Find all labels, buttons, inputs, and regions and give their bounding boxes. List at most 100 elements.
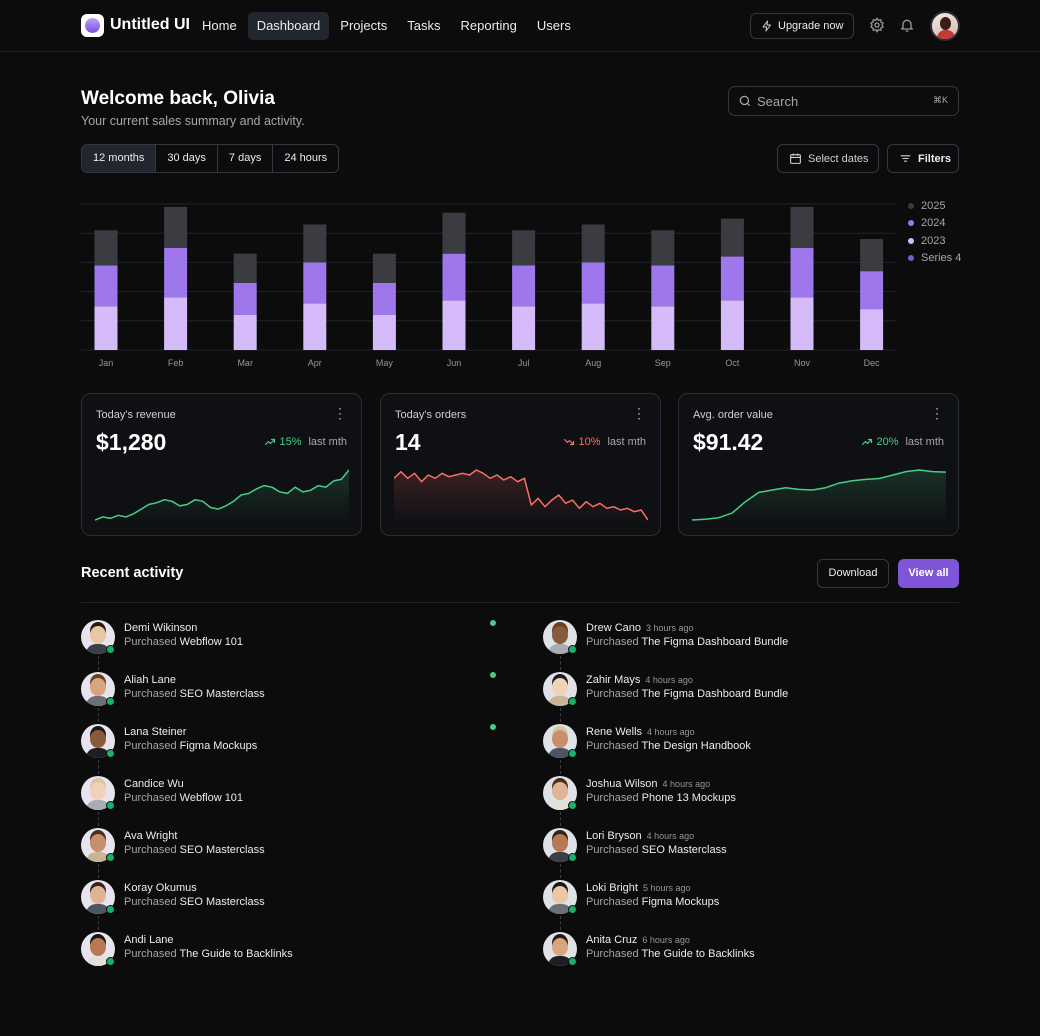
legend-item[interactable]: 2025 (908, 197, 961, 215)
activity-item-name[interactable]: The Figma Dashboard Bundle (641, 688, 789, 700)
activity-item-name[interactable]: The Guide to Backlinks (179, 948, 293, 960)
bar-segment-2025[interactable] (94, 230, 118, 266)
more-vertical-icon[interactable]: ⋮ (930, 405, 944, 421)
activity-item-name[interactable]: SEO Masterclass (179, 688, 265, 700)
bar-segment-2023[interactable] (860, 309, 884, 350)
nav-item-home[interactable]: Home (202, 18, 237, 33)
nav-item-tasks[interactable]: Tasks (407, 18, 441, 33)
bar-segment-2025[interactable] (860, 239, 884, 272)
view-all-button[interactable]: View all (898, 559, 959, 588)
bar-segment-2025[interactable] (790, 206, 814, 248)
activity-user-name[interactable]: Joshua Wilson 4 hours ago (586, 778, 710, 790)
activity-item-name[interactable]: Webflow 101 (179, 792, 244, 804)
activity-user-name[interactable]: Andi Lane (124, 934, 174, 946)
bar-segment-2023[interactable] (720, 300, 744, 350)
more-vertical-icon[interactable]: ⋮ (632, 405, 646, 421)
bar-segment-2024[interactable] (651, 265, 675, 307)
bar-segment-2024[interactable] (860, 271, 884, 310)
activity-item-name[interactable]: Phone 13 Mockups (641, 792, 736, 804)
bell-icon[interactable] (899, 17, 915, 33)
legend-item[interactable]: 2023 (908, 232, 961, 250)
activity-user-name[interactable]: Drew Cano 3 hours ago (586, 622, 694, 634)
metric-change-period: last mth (905, 436, 944, 448)
bar-segment-2025[interactable] (581, 224, 605, 263)
bar-segment-2023[interactable] (233, 314, 257, 350)
bar-segment-2023[interactable] (164, 297, 188, 350)
bar-segment-2023[interactable] (442, 300, 466, 350)
activity-user-name[interactable]: Loki Bright 5 hours ago (586, 882, 691, 894)
bar-segment-2024[interactable] (581, 262, 605, 304)
activity-user-name[interactable]: Candice Wu (124, 778, 184, 790)
activity-item-name[interactable]: SEO Masterclass (179, 896, 265, 908)
bar-segment-2024[interactable] (94, 265, 118, 307)
bar-segment-2025[interactable] (720, 218, 744, 257)
more-vertical-icon[interactable]: ⋮ (333, 405, 347, 421)
bar-segment-2025[interactable] (442, 212, 466, 254)
range-7-days[interactable]: 7 days (218, 145, 274, 172)
nav-item-users[interactable]: Users (536, 18, 571, 33)
bar-segment-2024[interactable] (512, 265, 536, 307)
activity-item-name[interactable]: The Figma Dashboard Bundle (641, 636, 789, 648)
bar-segment-2024[interactable] (720, 256, 744, 301)
select-dates-button[interactable]: Select dates (777, 144, 879, 173)
range-24-hours[interactable]: 24 hours (284, 152, 328, 164)
activity-item-name[interactable]: SEO Masterclass (641, 844, 727, 856)
activity-user-name[interactable]: Koray Okumus (124, 882, 197, 894)
filters-button[interactable]: Filters (887, 144, 959, 173)
activity-user-name[interactable]: Lori Bryson 4 hours ago (586, 830, 694, 842)
activity-user-name[interactable]: Zahir Mays 4 hours ago (586, 674, 693, 686)
bar-segment-2023[interactable] (372, 314, 396, 350)
activity-item-name[interactable]: Figma Mockups (641, 896, 720, 908)
bar-segment-2025[interactable] (651, 230, 675, 266)
nav-item-reporting[interactable]: Reporting (460, 18, 517, 33)
bar-segment-2025[interactable] (372, 253, 396, 283)
bar-segment-2024[interactable] (233, 282, 257, 315)
activity-item-name[interactable]: The Design Handbook (641, 740, 751, 752)
activity-user-name[interactable]: Rene Wells 4 hours ago (586, 726, 695, 738)
bar-segment-2023[interactable] (581, 303, 605, 350)
search-input[interactable] (757, 92, 927, 110)
upgrade-button[interactable]: Upgrade now (750, 13, 854, 39)
legend-item[interactable]: Series 4 (908, 250, 961, 268)
bar-segment-2024[interactable] (303, 262, 327, 304)
range-30-days[interactable]: 30 days (156, 145, 218, 172)
activity-user-name[interactable]: Anita Cruz 6 hours ago (586, 934, 690, 946)
search-box[interactable]: ⌘K (728, 86, 959, 116)
bar-segment-2024[interactable] (790, 247, 814, 298)
bar-segment-2025[interactable] (512, 230, 536, 266)
logo-icon[interactable] (81, 14, 104, 37)
activity-description: Purchased SEO Masterclass (586, 844, 727, 856)
metric-change-percent: 20% (876, 436, 899, 448)
bar-segment-2024[interactable] (372, 282, 396, 315)
activity-item-name[interactable]: The Guide to Backlinks (641, 948, 755, 960)
activity-user-name[interactable]: Ava Wright (124, 830, 177, 842)
download-button[interactable]: Download (817, 559, 889, 588)
activity-item-name[interactable]: Webflow 101 (179, 636, 244, 648)
bar-segment-2023[interactable] (651, 306, 675, 350)
bar-segment-2025[interactable] (303, 224, 327, 263)
activity-item-name[interactable]: SEO Masterclass (179, 844, 265, 856)
bar-segment-2023[interactable] (94, 306, 118, 350)
bar-segment-2023[interactable] (512, 306, 536, 350)
activity-user-name-text: Loki Bright (586, 882, 638, 894)
metric-card-revenue: Today's revenue ⋮ $1,280 15% last mth (81, 393, 362, 536)
activity-user-name-text: Zahir Mays (586, 674, 641, 686)
activity-user-name[interactable]: Demi Wikinson (124, 622, 197, 634)
nav-item-dashboard[interactable]: Dashboard (247, 12, 330, 40)
nav-item-projects[interactable]: Projects (340, 18, 388, 33)
activity-user-name[interactable]: Aliah Lane (124, 674, 176, 686)
bar-segment-2023[interactable] (303, 303, 327, 350)
legend-item[interactable]: 2024 (908, 215, 961, 233)
timeline-connector (98, 708, 99, 722)
user-avatar[interactable] (930, 11, 960, 41)
bar-segment-2025[interactable] (164, 206, 188, 248)
bar-segment-2025[interactable] (233, 253, 257, 283)
bar-segment-2024[interactable] (164, 247, 188, 298)
activity-user-name[interactable]: Lana Steiner (124, 726, 186, 738)
bar-segment-2024[interactable] (442, 253, 466, 301)
gear-icon[interactable] (869, 17, 885, 33)
range-12-months[interactable]: 12 months (82, 145, 157, 172)
app-name[interactable]: Untitled UI (110, 16, 190, 33)
activity-item-name[interactable]: Figma Mockups (179, 740, 258, 752)
bar-segment-2023[interactable] (790, 297, 814, 350)
